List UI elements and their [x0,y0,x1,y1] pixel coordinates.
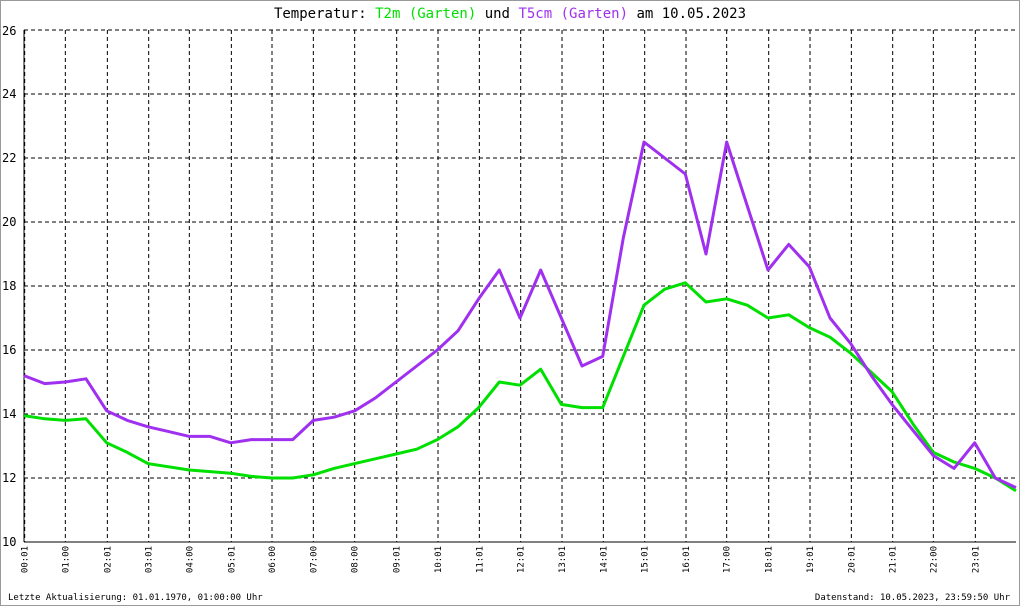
x-tick-label: 21:01 [889,546,899,573]
x-tick-label: 19:01 [806,546,816,573]
x-tick-label: 12:01 [517,546,527,573]
title-part: und [485,6,510,22]
x-tick-label: 11:01 [475,546,485,573]
x-tick-label: 17:00 [723,546,733,573]
x-tick-label: 06:00 [268,546,278,573]
x-tick-label: 01:00 [61,546,71,573]
x-tick-label: 15:01 [641,546,651,573]
y-tick-label: 12 [2,471,16,485]
x-tick-label: 22:00 [929,546,939,573]
footer-right: Datenstand: 10.05.2023, 23:59:50 Uhr [815,593,1011,603]
series-line [23,281,1017,493]
x-tick-label: 20:01 [847,546,857,573]
y-tick-label: 18 [2,279,16,293]
x-tick-label: 16:01 [682,546,692,573]
x-tick-label: 08:00 [351,546,361,573]
x-tick-label: 02:01 [103,546,113,573]
x-tick-label: 04:00 [185,546,195,573]
x-tick-label: 03:01 [145,546,155,573]
series-line [23,140,1017,489]
footer-left: Letzte Aktualisierung: 01.01.1970, 01:00… [8,593,263,603]
title-part: am 10.05.2023 [636,6,746,22]
chart-title: Temperatur: T2m (Garten) und T5cm (Garte… [274,6,746,22]
legend-entry: T5cm (Garten) [518,6,628,22]
y-tick-label: 26 [2,24,16,38]
x-tick-label: 18:01 [765,546,775,573]
x-tick-label: 09:01 [393,546,403,573]
title-part: Temperatur: [274,6,367,22]
x-tick-label: 00:01 [21,546,31,573]
x-tick-label: 13:01 [558,546,568,573]
x-tick-label: 14:01 [599,546,609,573]
x-tick-label: 07:00 [309,546,319,573]
x-tick-label: 10:01 [434,546,444,573]
y-tick-label: 22 [2,151,16,165]
x-tick-label: 23:01 [971,546,981,573]
legend-entry: T2m (Garten) [375,6,476,22]
x-tick-label: 05:01 [227,546,237,573]
y-tick-label: 10 [2,535,16,549]
y-tick-label: 24 [2,87,16,101]
y-tick-label: 16 [2,343,16,357]
y-tick-label: 14 [2,407,16,421]
y-tick-label: 20 [2,215,16,229]
